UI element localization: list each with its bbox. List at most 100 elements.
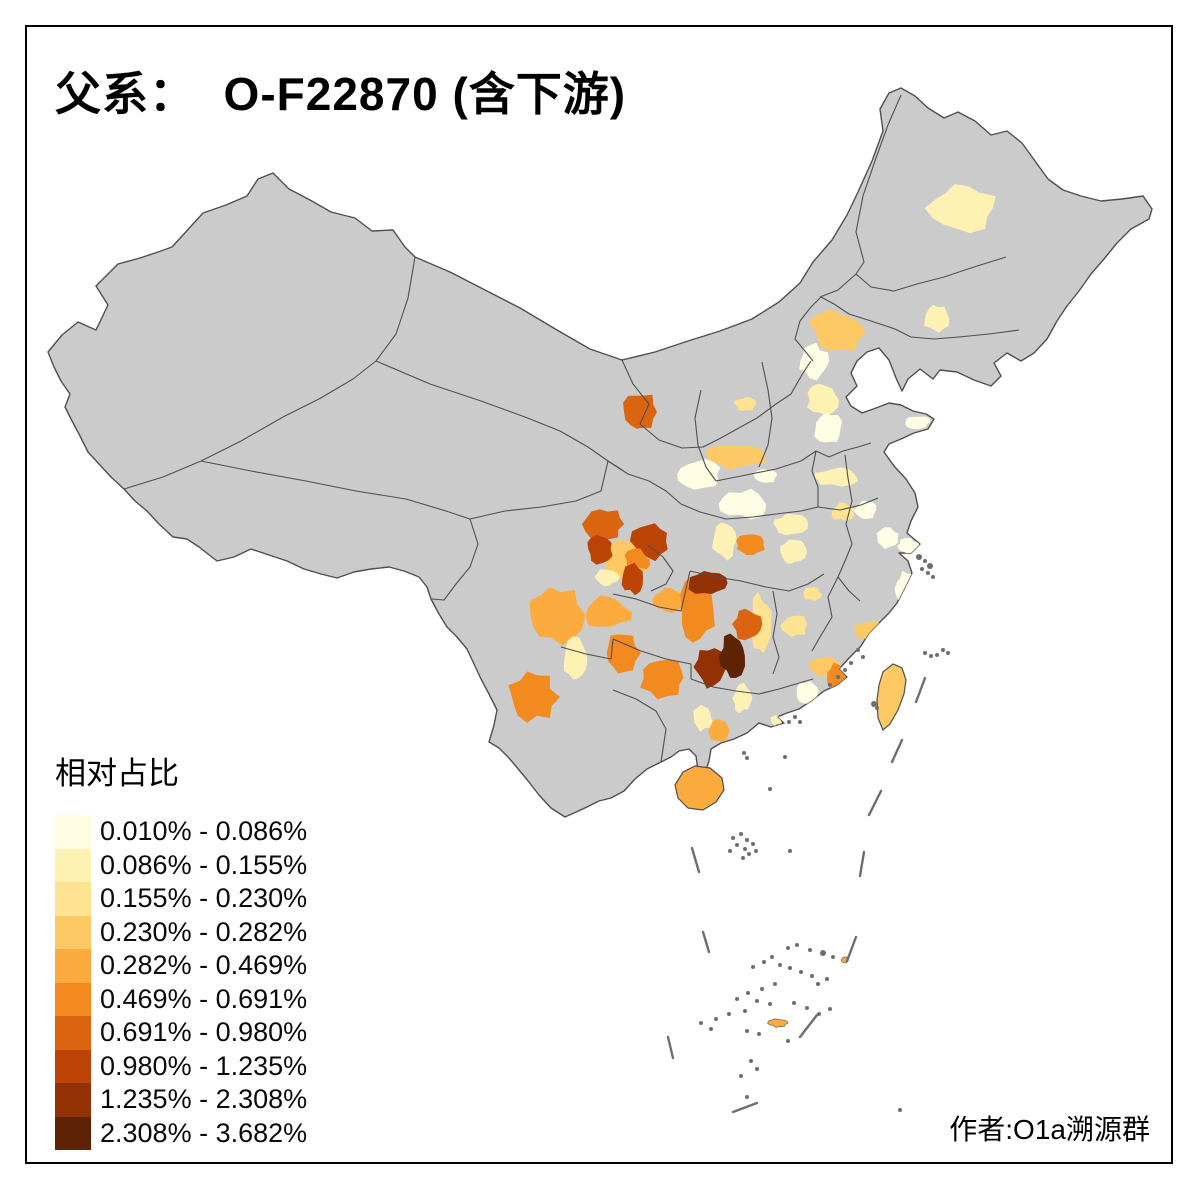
prefecture-region [732,682,753,714]
legend-swatch [55,848,91,882]
province-border-line [758,361,773,468]
islet-dot [923,651,927,655]
islet-dot [709,1027,713,1031]
prefecture-region [708,719,730,742]
legend-swatch [55,1083,91,1117]
prefecture-region [585,595,632,627]
province-border-line [469,460,609,520]
legend: 相对占比 0.010% - 0.086% 0.086% - 0.155% 0.155… [55,748,307,1150]
figure-title: 父系： O-F22870 (含下游) [55,68,627,120]
legend-row: 0.980% - 1.235% [55,1049,307,1083]
islet-dot [745,838,749,842]
prefecture-region [924,304,950,333]
prefecture-region [693,704,714,732]
province-border-line [689,570,825,592]
province-border-line [715,450,817,482]
legend-label: 0.230% - 0.282% [100,916,308,947]
islet-dot [923,559,927,563]
province-border-line [894,328,1020,340]
islet-dot [898,1108,902,1112]
islet-dot [755,999,759,1003]
prefecture-region [606,634,641,674]
prefecture-region [799,342,830,381]
islet-dot [760,987,764,991]
legend-swatch [55,882,91,916]
province-border-line [694,389,717,482]
province-border-line [855,94,902,275]
prefecture-region [780,615,808,638]
islet-dot [727,1012,731,1016]
islet-dot [757,1032,761,1036]
islet-dot [751,965,755,969]
islet-dot [828,683,832,687]
islet-dot [929,654,933,658]
islet-dot [861,655,865,659]
prefecture-region [621,562,643,596]
islet-dot [836,675,840,679]
prefecture-region [629,523,668,562]
province-border-line [690,678,814,695]
province-border-line [855,256,1007,292]
prefecture-region [718,488,767,520]
islet-dot [927,563,933,569]
province-border-line [794,296,896,362]
prefecture-region [704,445,767,470]
islet-dot [926,571,930,575]
legend-swatch [55,982,91,1016]
legend-rows: 0.010% - 0.086% 0.086% - 0.155% 0.155% - 0… [55,815,307,1150]
islet-dot [749,1059,753,1063]
legend-row: 0.691% - 0.980% [55,1016,307,1050]
islet-dot [742,751,746,755]
islet-dot [920,567,924,571]
prefecture-region [736,534,765,556]
south-china-sea-islets [699,554,950,1112]
prefecture-region [693,648,727,689]
legend-row: 0.155% - 0.230% [55,882,307,916]
islet-dot [793,715,797,719]
legend-label: 2.308% - 3.682% [100,1117,308,1148]
islet-dot [745,756,749,760]
islet-dot [768,1002,772,1006]
islet-dot [762,960,766,964]
islet-dot [741,856,745,860]
islet-dot [699,1021,703,1025]
province-border-line [607,460,701,513]
prefecture-region [677,459,721,490]
islet-dot [743,1009,747,1013]
islet-dot [735,843,739,847]
legend-swatch [55,949,91,983]
legend-label: 0.691% - 0.980% [100,1017,308,1048]
islet-dot [795,943,799,947]
province-border-line [612,689,667,763]
colored-islet [767,1018,789,1028]
islet-dot [787,720,791,724]
islet-dot [728,849,732,853]
dash-segment [798,1013,819,1039]
islet-dot [941,648,945,652]
islet-dot [731,836,735,840]
legend-label: 0.155% - 0.230% [100,883,308,914]
prefecture-region [594,569,620,587]
islet-dot [849,661,853,665]
nine-dash-line [666,676,927,1114]
islet-dot [746,991,750,995]
province-border-line [560,638,614,660]
prefecture-region [897,538,920,554]
islet-dot [783,755,787,759]
province-borders [123,94,1020,763]
province-border-line [612,570,691,612]
dash-segment [731,1101,759,1114]
province-border-line [200,460,471,520]
legend-swatch [55,1049,91,1083]
islet-dot [825,977,829,981]
province-border-line [772,590,780,675]
prefecture-region [640,659,684,700]
islet-dot [808,948,812,952]
attribution-text: 作者:O1a溯源群 [949,1114,1150,1145]
islet-dot [805,1006,809,1010]
legend-label: 0.469% - 0.691% [100,983,308,1014]
province-border-line [612,638,692,679]
islet-dot [816,982,820,986]
